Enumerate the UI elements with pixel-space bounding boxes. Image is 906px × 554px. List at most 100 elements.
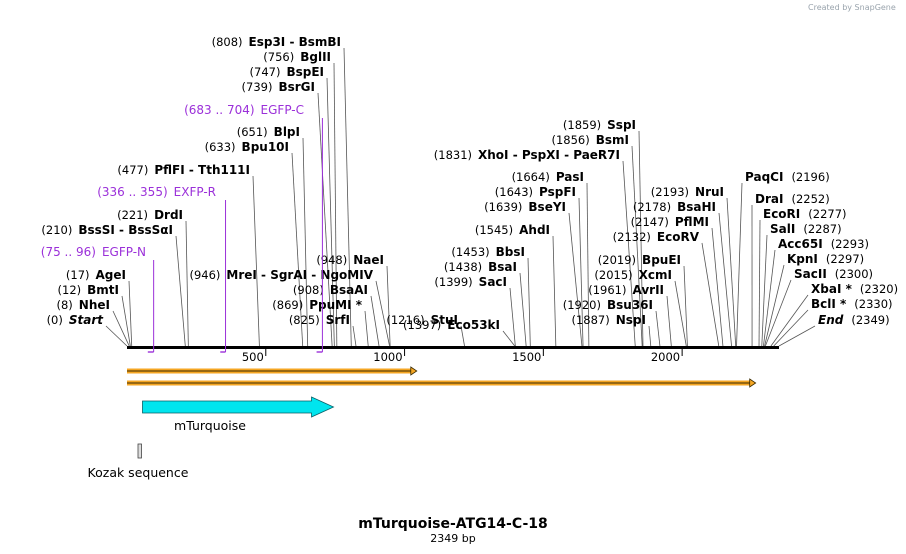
site-frui[interactable]: NruI (2193): [651, 185, 724, 199]
site-agei[interactable]: AgeI (17): [66, 268, 126, 282]
feature-mturquoise[interactable]: mTurquoise: [142, 396, 335, 433]
site-bsahi[interactable]: BsaHI (2178): [633, 200, 716, 214]
leader-bpuei: [683, 265, 688, 347]
site-naei[interactable]: NaeI (948): [316, 253, 384, 267]
site-pasi[interactable]: PasI (1664): [512, 170, 584, 184]
site-pos-bsai: (1438): [444, 260, 482, 274]
site-sspi[interactable]: SspI (1859): [563, 118, 636, 132]
leader-pflfi: [252, 175, 260, 347]
site-pos-end: (2349): [851, 313, 889, 327]
restriction-sites: Start (0) NheI (8) BmtI (12) AgeI (17) BssSI - B…: [41, 35, 898, 332]
orf-orf1[interactable]: [127, 366, 418, 376]
site-sacii[interactable]: SacII (2300): [794, 267, 873, 281]
leader-xcmi: [674, 280, 687, 347]
leader-paqci: [736, 182, 743, 347]
site-ahdi[interactable]: AhdI (1545): [475, 223, 550, 237]
site-paqci[interactable]: PaqCI (2196): [745, 170, 830, 184]
site-bbsi[interactable]: BbsI (1453): [451, 245, 525, 259]
site-pflfi[interactable]: PflFI - Tth111I (477): [117, 163, 250, 177]
site-name-bpuei: BpuEI: [642, 253, 681, 267]
primer-egfpc[interactable]: EGFP-C (683 .. 704): [184, 103, 323, 353]
site-ecori[interactable]: EcoRI (2277): [763, 207, 847, 221]
primer-exfpr[interactable]: EXFP-R (336 .. 355): [97, 185, 227, 353]
site-avrii[interactable]: AvrII (1961): [588, 283, 664, 297]
site-leaders: [105, 47, 816, 347]
site-pos-pflfi: (477): [117, 163, 148, 177]
site-pos-avrii: (1961): [588, 283, 626, 297]
site-pos-drai: (2252): [791, 192, 829, 206]
orf-orf2[interactable]: [127, 378, 757, 388]
site-eco53ki[interactable]: Eco53kI (1397): [403, 318, 500, 332]
primer-range-egfpc: (683 .. 704): [184, 103, 254, 117]
site-name-sacii: SacII: [794, 267, 827, 281]
site-pos-blpi: (651): [237, 125, 268, 139]
site-srfi[interactable]: SrfI (825): [289, 313, 350, 327]
primer-egfpn[interactable]: EGFP-N (75 .. 96): [41, 245, 155, 353]
feature-kozak[interactable]: Kozak sequence: [88, 443, 189, 480]
site-bsai[interactable]: BsaI (1438): [444, 260, 517, 274]
site-name-bpu10i: Bpu10I: [242, 140, 289, 154]
site-bsaai[interactable]: BsaAI (908): [293, 283, 368, 297]
site-pos-acc65i: (2293): [831, 237, 869, 251]
site-pos-saci: (1399): [434, 275, 472, 289]
site-pos-bsaai: (908): [293, 283, 324, 297]
site-esp3i[interactable]: Esp3I - BsmBI (808): [212, 35, 341, 49]
site-name-pflmi: PflMI: [675, 215, 709, 229]
site-bpu10i[interactable]: Bpu10I (633): [205, 140, 289, 154]
site-sali[interactable]: SalI (2287): [770, 222, 842, 236]
site-bsmi[interactable]: BsmI (1856): [551, 133, 629, 147]
site-acc65i[interactable]: Acc65I (2293): [778, 237, 869, 251]
site-name-bsssi: BssSI - BssSαI: [78, 223, 173, 237]
leader-nspi: [648, 325, 652, 347]
site-bpuei[interactable]: BpuEI (2019): [598, 253, 681, 267]
site-ppumi[interactable]: PpuMI * (869): [272, 298, 362, 312]
site-name-drdi: DrdI: [154, 208, 183, 222]
site-bglii[interactable]: BglII (756): [263, 50, 331, 64]
leader-mrei: [375, 280, 390, 347]
site-name-saci: SacI: [479, 275, 507, 289]
construct-title: mTurquoise-ATG14-C-18: [358, 516, 548, 532]
scale-label-2000: 2000: [651, 350, 680, 364]
leader-sali: [761, 234, 768, 347]
site-nspi[interactable]: NspI (1887): [572, 313, 647, 327]
site-bsu36i[interactable]: Bsu36I (1920): [563, 298, 653, 312]
site-pspfi[interactable]: PspFI (1643): [495, 185, 576, 199]
site-pos-bpu10i: (633): [205, 140, 236, 154]
site-pos-bbsi: (1453): [451, 245, 489, 259]
leader-ahdi: [552, 235, 557, 347]
site-bmti[interactable]: BmtI (12): [58, 283, 119, 297]
site-start[interactable]: Start (0): [47, 313, 105, 327]
site-kpni[interactable]: KpnI (2297): [787, 252, 864, 266]
leader-ecori: [758, 219, 761, 347]
site-pflmi[interactable]: PflMI (2147): [631, 215, 709, 229]
leader-naei: [386, 265, 391, 347]
site-ecorv[interactable]: EcoRV (2132): [613, 230, 700, 244]
site-xbai[interactable]: XbaI * (2320): [811, 282, 898, 296]
site-name-bsahi: BsaHI: [677, 200, 716, 214]
site-stui[interactable]: StuI (1216): [386, 313, 458, 327]
site-name-bsai: BsaI: [488, 260, 517, 274]
site-drai[interactable]: DraI (2252): [755, 192, 830, 206]
site-name-bsrgi: BsrGI: [278, 80, 315, 94]
orf-arrow-orf1: [410, 366, 418, 376]
site-name-stui: StuI: [431, 313, 458, 327]
site-blpi[interactable]: BlpI (651): [237, 125, 300, 139]
site-xcmi[interactable]: XcmI (2015): [594, 268, 672, 282]
site-end[interactable]: End (2349): [818, 313, 890, 327]
site-bcli[interactable]: BclI * (2330): [811, 297, 893, 311]
site-pos-srfi: (825): [289, 313, 320, 327]
site-pos-mrei: (946): [189, 268, 220, 282]
site-nhei[interactable]: NheI (8): [57, 298, 111, 312]
site-pos-stui: (1216): [386, 313, 424, 327]
site-xhoi[interactable]: XhoI - PspXI - PaeR7I (1831): [434, 148, 620, 162]
site-bsssi[interactable]: BssSI - BssSαI (210): [41, 223, 173, 237]
site-mrei[interactable]: MreI - SgrAI - NgoMIV (946): [189, 268, 373, 282]
site-pos-bglii: (756): [263, 50, 294, 64]
site-bsrgi[interactable]: BsrGI (739): [242, 80, 315, 94]
site-bseyi[interactable]: BseYI (1639): [484, 200, 566, 214]
site-drdi[interactable]: DrdI (221): [117, 208, 183, 222]
site-bspei[interactable]: BspEI (747): [250, 65, 324, 79]
leader-start: [105, 325, 128, 347]
site-saci[interactable]: SacI (1399): [434, 275, 507, 289]
site-pos-bsu36i: (1920): [563, 298, 601, 312]
